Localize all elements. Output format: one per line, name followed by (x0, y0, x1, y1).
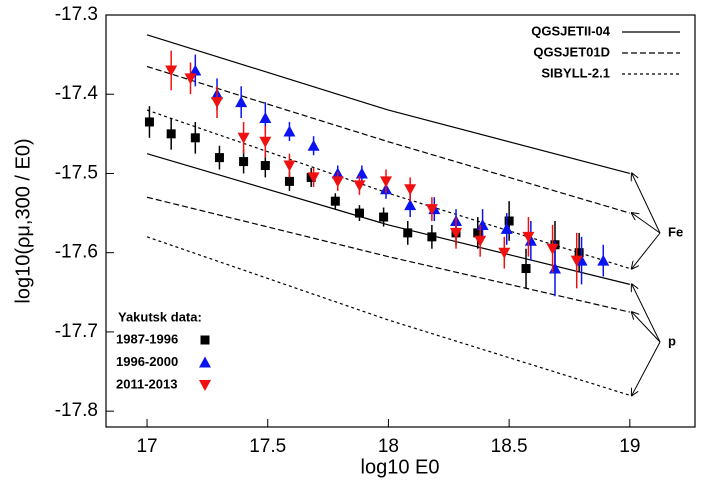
data-point (353, 180, 366, 192)
legend-label: 1987-1996 (116, 331, 178, 346)
y-tick-label: -17.6 (55, 242, 98, 263)
data-point (239, 157, 249, 167)
data-point (425, 204, 438, 216)
data-point (284, 176, 294, 186)
arrow (632, 284, 661, 343)
data-point (214, 153, 224, 163)
arrow (632, 213, 661, 234)
model-line (146, 196, 630, 313)
data-point (354, 208, 364, 218)
data-point (331, 176, 344, 188)
data-point (189, 64, 202, 76)
y-tick-label: -17.3 (55, 4, 98, 25)
data-point (259, 112, 272, 123)
y-tick-label: -17.4 (55, 83, 99, 104)
arrow (632, 341, 661, 395)
data-point (498, 247, 511, 259)
data-point (355, 167, 368, 179)
data-point (260, 161, 270, 171)
legend-marker (199, 356, 211, 368)
x-tick-label: 18 (378, 436, 399, 457)
data-point (404, 184, 417, 196)
x-tick-label: 18.5 (491, 436, 528, 457)
x-axis-label: log10 E0 (361, 456, 440, 478)
data-point (570, 255, 583, 267)
data-point (235, 96, 248, 108)
x-tick-label: 19 (619, 436, 640, 457)
data-point (380, 176, 393, 188)
x-tick-label: 17 (136, 436, 157, 457)
data-point (379, 212, 389, 222)
model-line (146, 65, 630, 214)
data-point (307, 139, 320, 151)
data-point (474, 235, 487, 247)
model-line (146, 109, 631, 270)
data-point (283, 160, 296, 172)
y-tick-label: -17.7 (55, 321, 98, 342)
legend-label: QGSJET01D (533, 44, 610, 59)
data-point (330, 196, 340, 206)
data-point (166, 129, 176, 139)
annotation: Fe (668, 224, 683, 239)
legend-label: SIBYLL-2.1 (541, 65, 610, 80)
data-point (237, 132, 250, 144)
model-line (146, 153, 630, 285)
arrow (632, 232, 661, 269)
data-point (404, 199, 417, 211)
data-point (184, 73, 197, 85)
data-point (500, 222, 513, 234)
data-point (521, 264, 531, 274)
legend-label: 2011-2013 (116, 376, 177, 391)
plot-frame (105, 14, 696, 428)
data-point (504, 216, 514, 226)
data-point (548, 262, 561, 274)
data-point (403, 228, 413, 238)
data-point (165, 65, 178, 77)
data-point (522, 231, 535, 243)
legend-label: 1996-2000 (116, 354, 178, 369)
y-tick-label: -17.8 (55, 400, 98, 421)
arrow (632, 312, 661, 343)
data-point (259, 136, 272, 148)
data-point (190, 133, 200, 143)
model-line (146, 34, 630, 175)
x-tick-label: 17.5 (249, 436, 286, 457)
data-point (144, 117, 154, 127)
data-point (450, 227, 463, 239)
data-point (574, 248, 584, 258)
data-point (427, 232, 437, 242)
legend-title: Yakutsk data: (118, 309, 202, 324)
arrow (632, 173, 661, 234)
data-point (473, 228, 483, 238)
data-point (307, 172, 320, 184)
data-point (597, 254, 610, 266)
y-tick-label: -17.5 (55, 162, 98, 183)
model-line (146, 236, 631, 396)
data-point (546, 243, 559, 255)
legend-marker (200, 335, 210, 345)
data-point (211, 97, 224, 109)
legend-label: QGSJETII-04 (531, 23, 611, 38)
data-point (283, 125, 296, 137)
y-axis-label: log10(ρμ,300 / E0) (12, 138, 34, 303)
legend-marker (199, 380, 211, 391)
annotation: p (668, 333, 676, 348)
